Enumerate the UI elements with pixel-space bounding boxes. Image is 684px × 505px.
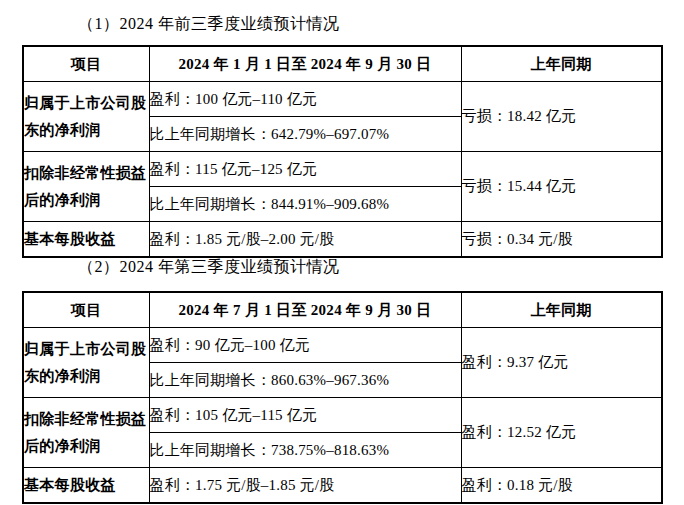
growth-rate-value: 比上年同期增长：860.63%–967.36% (149, 363, 461, 398)
table-row: 扣除非经常性损益后的净利润 盈利：105 亿元–115 亿元 盈利：12.52 … (23, 398, 662, 433)
row-item-label: 归属于上市公司股东的净利润 (23, 328, 149, 398)
profit-range-value: 盈利：105 亿元–115 亿元 (149, 398, 461, 433)
prior-period-value: 亏损：0.34 元/股 (461, 222, 662, 258)
forecast-table-q3: 项目 2024 年 7 月 1 日至 2024 年 9 月 30 日 上年同期 … (22, 291, 663, 504)
prior-period-value: 盈利：9.37 亿元 (461, 328, 662, 398)
prior-period-value: 盈利：0.18 元/股 (461, 468, 662, 504)
prior-period-value: 亏损：15.44 亿元 (461, 152, 662, 222)
table-header-row: 项目 2024 年 1 月 1 日至 2024 年 9 月 30 日 上年同期 (23, 46, 662, 82)
col-header-item: 项目 (23, 292, 149, 328)
section-2-title: （2）2024 年第三季度业绩预计情况 (78, 257, 340, 278)
growth-rate-value: 比上年同期增长：738.75%–818.63% (149, 433, 461, 468)
col-header-period: 2024 年 1 月 1 日至 2024 年 9 月 30 日 (149, 46, 461, 82)
table-header-row: 项目 2024 年 7 月 1 日至 2024 年 9 月 30 日 上年同期 (23, 292, 662, 328)
table-row: 归属于上市公司股东的净利润 盈利：90 亿元–100 亿元 盈利：9.37 亿元 (23, 328, 662, 363)
row-item-label: 扣除非经常性损益后的净利润 (23, 398, 149, 468)
row-item-label: 基本每股收益 (23, 222, 149, 258)
profit-range-value: 盈利：100 亿元–110 亿元 (149, 82, 461, 117)
forecast-table-q1-q3: 项目 2024 年 1 月 1 日至 2024 年 9 月 30 日 上年同期 … (22, 45, 663, 258)
col-header-prior: 上年同期 (461, 292, 662, 328)
growth-rate-value: 比上年同期增长：844.91%–909.68% (149, 187, 461, 222)
row-item-label: 扣除非经常性损益后的净利润 (23, 152, 149, 222)
table-row: 基本每股收益 盈利：1.75 元/股–1.85 元/股 盈利：0.18 元/股 (23, 468, 662, 504)
prior-period-value: 亏损：18.42 亿元 (461, 82, 662, 152)
prior-period-value: 盈利：12.52 亿元 (461, 398, 662, 468)
profit-range-value: 盈利：1.85 元/股–2.00 元/股 (149, 222, 461, 258)
table-row: 扣除非经常性损益后的净利润 盈利：115 亿元–125 亿元 亏损：15.44 … (23, 152, 662, 187)
row-item-label: 基本每股收益 (23, 468, 149, 504)
table-row: 归属于上市公司股东的净利润 盈利：100 亿元–110 亿元 亏损：18.42 … (23, 82, 662, 117)
growth-rate-value: 比上年同期增长：642.79%–697.07% (149, 117, 461, 152)
col-header-prior: 上年同期 (461, 46, 662, 82)
table-row: 基本每股收益 盈利：1.85 元/股–2.00 元/股 亏损：0.34 元/股 (23, 222, 662, 258)
col-header-item: 项目 (23, 46, 149, 82)
col-header-period: 2024 年 7 月 1 日至 2024 年 9 月 30 日 (149, 292, 461, 328)
section-1-title: （1）2024 年前三季度业绩预计情况 (78, 14, 340, 35)
row-item-label: 归属于上市公司股东的净利润 (23, 82, 149, 152)
profit-range-value: 盈利：90 亿元–100 亿元 (149, 328, 461, 363)
profit-range-value: 盈利：115 亿元–125 亿元 (149, 152, 461, 187)
document-page: （1）2024 年前三季度业绩预计情况 项目 2024 年 1 月 1 日至 2… (0, 0, 684, 505)
profit-range-value: 盈利：1.75 元/股–1.85 元/股 (149, 468, 461, 504)
